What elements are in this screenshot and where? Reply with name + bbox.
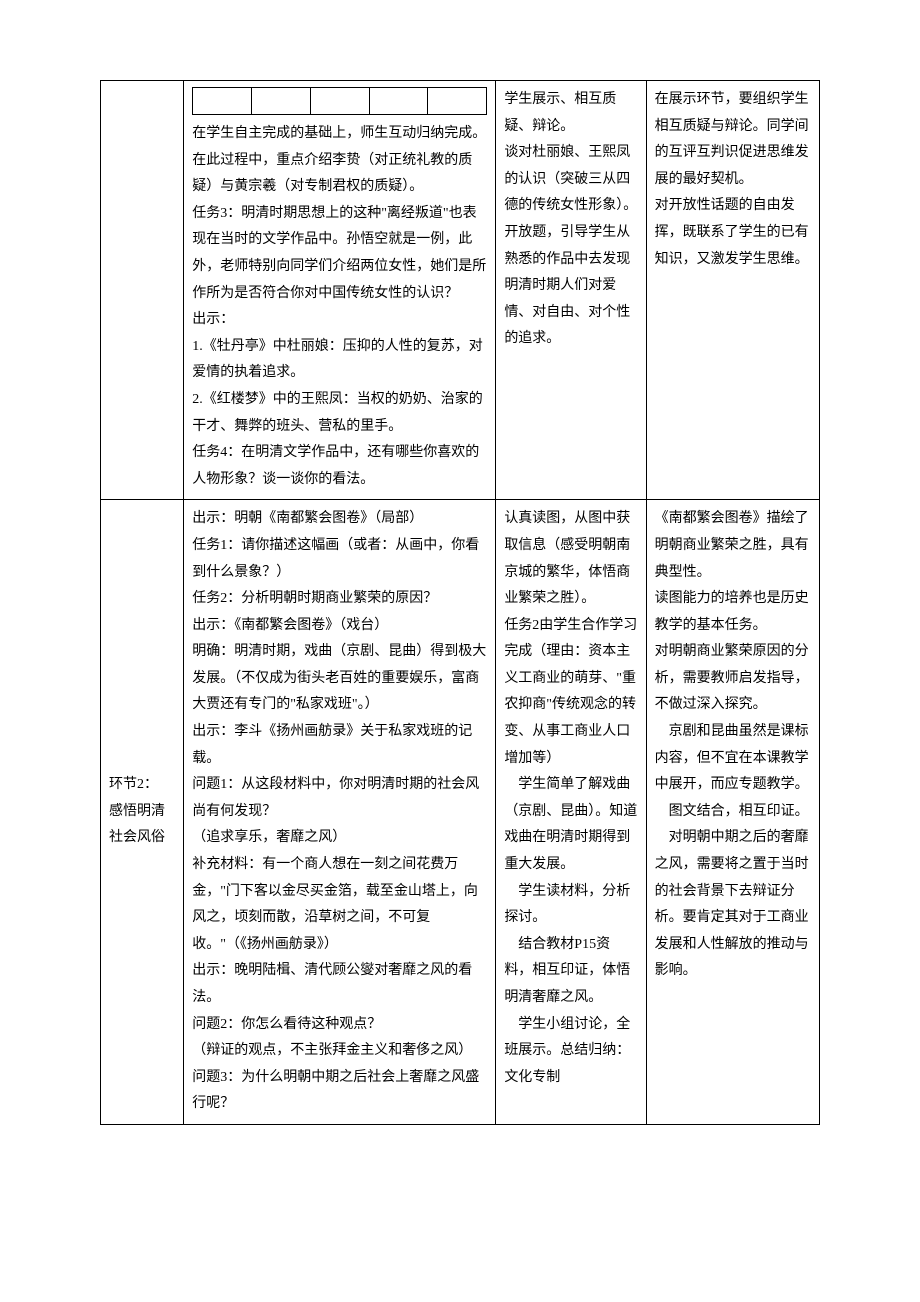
teacher-text: 补充材料：有一个商人想在一刻之间花费万金，"门下客以金尽买金箔，载至金山塔上，向… xyxy=(192,852,487,958)
grid-cell xyxy=(370,87,429,115)
teacher-text: 出示：明朝《南都繁会图卷》（局部） xyxy=(192,506,487,533)
grid-cell xyxy=(252,87,311,115)
lesson-plan-table: 在学生自主完成的基础上，师生互动归纳完成。在此过程中，重点介绍李贽（对正统礼教的… xyxy=(100,80,820,1125)
student-text: 结合教材P15资料，相互印证，体悟明清奢靡之风。 xyxy=(504,932,637,1012)
student-text: 学生小组讨论，全班展示。总结归纳：文化专制 xyxy=(504,1012,637,1092)
student-text: 开放题，引导学生从熟悉的作品中去发现明清时期人们对爱情、对自由、对个性的追求。 xyxy=(504,220,637,353)
teacher-text: （辩证的观点，不主张拜金主义和奢侈之风） xyxy=(192,1038,487,1065)
intent-text: 图文结合，相互印证。 xyxy=(655,799,811,826)
grid-cell xyxy=(311,87,370,115)
teacher-text: 1.《牡丹亭》中杜丽娘：压抑的人性的复苏，对爱情的执着追求。 xyxy=(192,334,487,387)
teacher-text: 在学生自主完成的基础上，师生互动归纳完成。在此过程中，重点介绍李贽（对正统礼教的… xyxy=(192,121,487,201)
row2-intent-cell: 《南都繁会图卷》描绘了明朝商业繁荣之胜，具有典型性。 读图能力的培养也是历史教学… xyxy=(646,500,819,1125)
teacher-text: 任务4：在明清文学作品中，还有哪些你喜欢的人物形象？谈一谈你的看法。 xyxy=(192,440,487,493)
inner-empty-grid xyxy=(192,87,487,115)
teacher-text: 问题1：从这段材料中，你对明清时期的社会风尚有何发现？ xyxy=(192,772,487,825)
row2-label-line: 社会风俗 xyxy=(109,825,175,852)
row1-intent-cell: 在展示环节，要组织学生相互质疑与辩论。同学间的互评互判识促进思维发展的最好契机。… xyxy=(646,81,819,500)
teacher-text: （追求享乐，奢靡之风） xyxy=(192,825,487,852)
teacher-text: 明确：明清时期，戏曲（京剧、昆曲）得到极大发展。（不仅成为街头老百姓的重要娱乐，… xyxy=(192,639,487,719)
intent-text: 《南都繁会图卷》描绘了明朝商业繁荣之胜，具有典型性。 xyxy=(655,506,811,586)
intent-text: 对明朝中期之后的奢靡之风，需要将之置于当时的社会背景下去辩证分析。要肯定其对于工… xyxy=(655,825,811,985)
student-text: 学生简单了解戏曲（京剧、昆曲）。知道戏曲在明清时期得到重大发展。 xyxy=(504,772,637,878)
row2-label-line: 环节2： xyxy=(109,772,175,799)
page-container: 在学生自主完成的基础上，师生互动归纳完成。在此过程中，重点介绍李贽（对正统礼教的… xyxy=(0,0,920,1185)
teacher-text: 出示：晚明陆楫、清代顾公燮对奢靡之风的看法。 xyxy=(192,958,487,1011)
teacher-text: 任务2：分析明朝时期商业繁荣的原因？ xyxy=(192,586,487,613)
intent-text: 京剧和昆曲虽然是课标内容，但不宜在本课教学中展开，而应专题教学。 xyxy=(655,719,811,799)
row1-label-cell xyxy=(101,81,184,500)
intent-text: 对明朝商业繁荣原因的分析，需要教师启发指导，不做过深入探究。 xyxy=(655,639,811,719)
row2-label-line: 感悟明清 xyxy=(109,799,175,826)
student-text: 学生读材料，分析探讨。 xyxy=(504,879,637,932)
teacher-text: 2.《红楼梦》中的王熙凤：当权的奶奶、治家的干才、舞弊的班头、营私的里手。 xyxy=(192,387,487,440)
student-text: 谈对杜丽娘、王熙凤的认识（突破三从四德的传统女性形象）。 xyxy=(504,140,637,220)
row2-student-cell: 认真读图，从图中获取信息（感受明朝南京城的繁华，体悟商业繁荣之胜）。 任务2由学… xyxy=(496,500,646,1125)
grid-cell xyxy=(428,87,487,115)
grid-cell xyxy=(192,87,252,115)
student-text: 认真读图，从图中获取信息（感受明朝南京城的繁华，体悟商业繁荣之胜）。 xyxy=(504,506,637,612)
teacher-text: 任务1：请你描述这幅画（或者：从画中，你看到什么景象？） xyxy=(192,533,487,586)
intent-text: 对开放性话题的自由发挥，既联系了学生的已有知识，又激发学生思维。 xyxy=(655,193,811,273)
student-text: 学生展示、相互质疑、辩论。 xyxy=(504,87,637,140)
teacher-text: 任务3：明清时期思想上的这种"离经叛道"也表现在当时的文学作品中。孙悟空就是一例… xyxy=(192,201,487,307)
intent-text: 读图能力的培养也是历史教学的基本任务。 xyxy=(655,586,811,639)
table-row: 在学生自主完成的基础上，师生互动归纳完成。在此过程中，重点介绍李贽（对正统礼教的… xyxy=(101,81,820,500)
row1-student-cell: 学生展示、相互质疑、辩论。 谈对杜丽娘、王熙凤的认识（突破三从四德的传统女性形象… xyxy=(496,81,646,500)
teacher-text: 出示：《南都繁会图卷》（戏台） xyxy=(192,613,487,640)
table-row: 环节2： 感悟明清 社会风俗 出示：明朝《南都繁会图卷》（局部） 任务1：请你描… xyxy=(101,500,820,1125)
teacher-text: 出示：李斗《扬州画舫录》关于私家戏班的记载。 xyxy=(192,719,487,772)
row1-teacher-cell: 在学生自主完成的基础上，师生互动归纳完成。在此过程中，重点介绍李贽（对正统礼教的… xyxy=(184,81,496,500)
row2-teacher-cell: 出示：明朝《南都繁会图卷》（局部） 任务1：请你描述这幅画（或者：从画中，你看到… xyxy=(184,500,496,1125)
teacher-text: 出示： xyxy=(192,307,487,334)
teacher-text: 问题2：你怎么看待这种观点？ xyxy=(192,1012,487,1039)
teacher-text: 问题3：为什么明朝中期之后社会上奢靡之风盛行呢？ xyxy=(192,1065,487,1118)
row2-label-cell: 环节2： 感悟明清 社会风俗 xyxy=(101,500,184,1125)
student-text: 任务2由学生合作学习完成（理由：资本主义工商业的萌芽、"重农抑商"传统观念的转变… xyxy=(504,613,637,773)
intent-text: 在展示环节，要组织学生相互质疑与辩论。同学间的互评互判识促进思维发展的最好契机。 xyxy=(655,87,811,193)
